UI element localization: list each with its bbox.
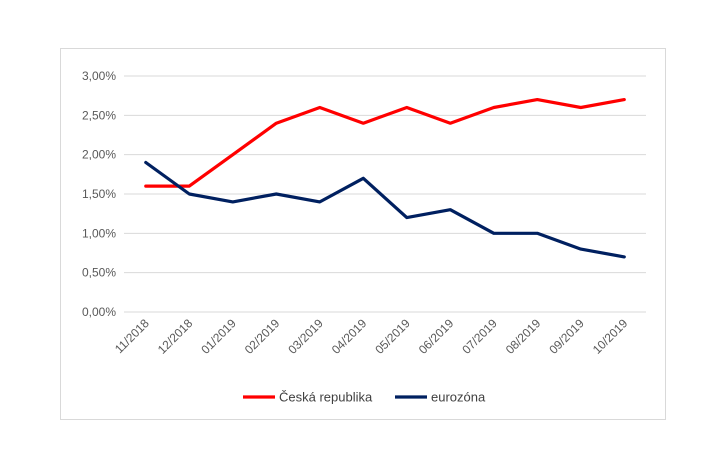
x-tick-label: 11/2018 [112, 316, 152, 356]
y-tick-label: 0,50% [82, 266, 116, 280]
x-tick-label: 02/2019 [242, 316, 283, 357]
x-tick-label: 03/2019 [285, 316, 326, 357]
y-axis-ticks: 0,00% 0,50% 1,00% 1,50% 2,00% 2,50% 3,00% [82, 69, 116, 319]
legend: Česká republika eurozóna [243, 390, 486, 405]
x-tick-label: 09/2019 [546, 316, 587, 357]
gridlines [124, 75, 646, 313]
y-tick-label: 2,50% [82, 108, 116, 122]
x-tick-label: 07/2019 [459, 316, 500, 357]
y-tick-label: 1,50% [82, 187, 116, 201]
series-line-0 [144, 97, 626, 188]
series-lines [144, 97, 626, 259]
y-tick-label: 1,00% [82, 226, 116, 240]
x-axis-ticks: 11/2018 12/2018 01/2019 02/2019 03/2019 04/20… [112, 316, 631, 357]
y-tick-label: 3,00% [82, 69, 116, 83]
x-tick-label: 04/2019 [329, 316, 370, 357]
x-tick-label: 08/2019 [503, 316, 544, 357]
x-tick-label: 05/2019 [372, 316, 413, 357]
y-tick-label: 0,00% [82, 305, 116, 319]
chart-frame [60, 48, 666, 420]
x-tick-label: 12/2018 [155, 316, 196, 357]
series-line-1 [144, 160, 626, 259]
x-tick-label: 10/2019 [590, 316, 631, 357]
x-tick-label: 06/2019 [416, 316, 457, 357]
x-tick-label: 01/2019 [198, 316, 239, 357]
legend-label: Česká republika [279, 390, 373, 405]
y-tick-label: 2,00% [82, 148, 116, 162]
legend-label: eurozóna [431, 390, 486, 405]
